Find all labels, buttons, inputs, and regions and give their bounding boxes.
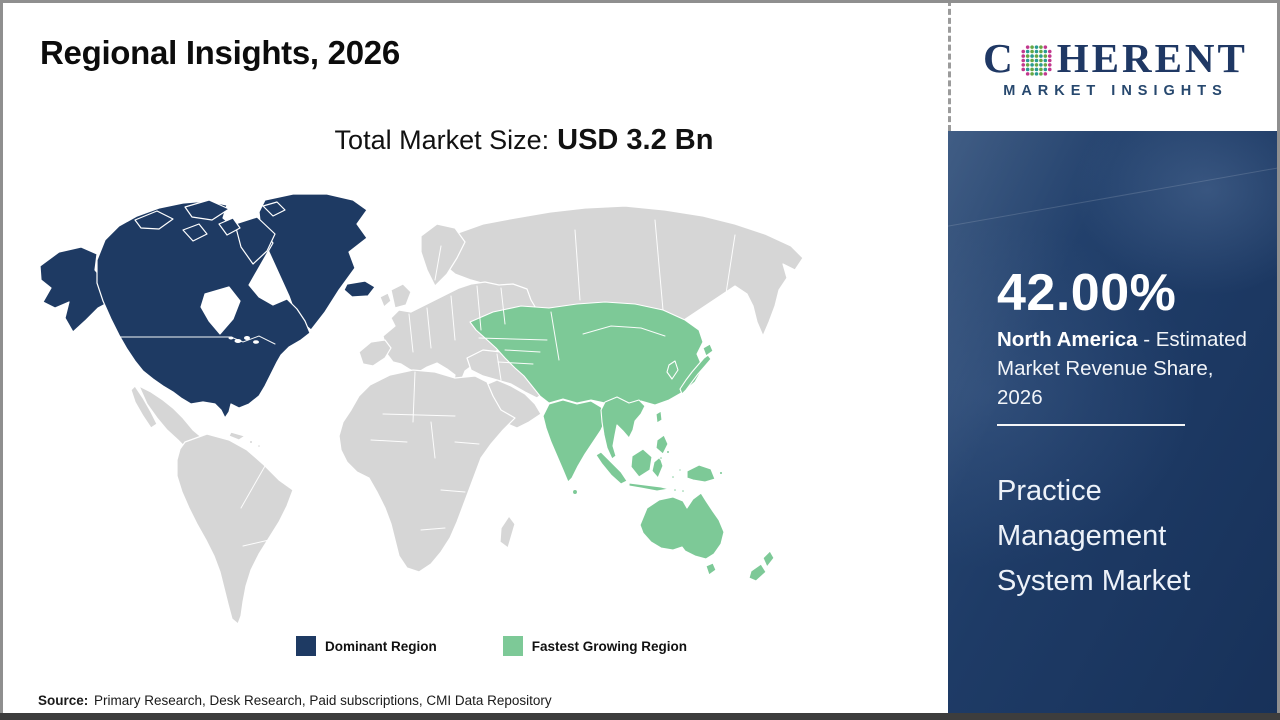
bottom-edge-bar xyxy=(0,713,1280,720)
total-market-size-value: USD 3.2 Bn xyxy=(557,124,714,156)
coherent-globe-icon xyxy=(1021,45,1052,76)
logo-tagline: MARKET INSIGHTS xyxy=(1003,83,1228,99)
dominant-region-swatch xyxy=(296,636,316,656)
fastest-growing-region-asia-pacific xyxy=(469,301,775,582)
map-legend: Dominant Region Fastest Growing Region xyxy=(296,636,687,656)
total-market-size: Total Market Size: USD 3.2 Bn xyxy=(0,124,948,157)
world-map xyxy=(35,190,815,630)
legend-fastest-growing-region: Fastest Growing Region xyxy=(502,636,688,656)
market-share-value: 42.00% xyxy=(997,264,1177,322)
total-market-size-label: Total Market Size: xyxy=(334,125,550,155)
fastest-growing-region-swatch xyxy=(502,636,523,656)
dominant-region-north-america xyxy=(39,193,376,419)
insight-panel: 42.00% North America - Estimated Market … xyxy=(948,131,1280,720)
source-text: Primary Research, Desk Research, Paid su… xyxy=(90,693,552,708)
legend-dominant-region: Dominant Region xyxy=(296,636,437,656)
source-line: Source: Primary Research, Desk Research,… xyxy=(38,693,552,708)
panel-divider xyxy=(997,424,1185,426)
market-name: Practice Management System Market xyxy=(997,475,1191,598)
country-borders xyxy=(118,219,736,547)
market-share-description: North America - Estimated Market Revenue… xyxy=(997,325,1253,412)
logo-word-rest: HERENT xyxy=(1056,35,1248,81)
market-share-desc-rest: - Estimated Market Revenue Share, 2026 xyxy=(997,328,1247,410)
panel-decoration-line xyxy=(948,155,1280,232)
logo-wordmark: C HERENT xyxy=(983,38,1248,79)
source-label: Source: xyxy=(38,693,89,708)
coherent-market-insights-logo: C HERENT MARKET INSIGHTS xyxy=(948,0,1280,131)
market-share-region: North America xyxy=(997,328,1138,351)
fastest-growing-region-label: Fastest Growing Region xyxy=(531,638,688,654)
page-title: Regional Insights, 2026 xyxy=(40,34,400,71)
dominant-region-label: Dominant Region xyxy=(325,638,437,654)
world-map-svg xyxy=(39,193,804,625)
logo-letter-c: C xyxy=(983,35,1016,81)
